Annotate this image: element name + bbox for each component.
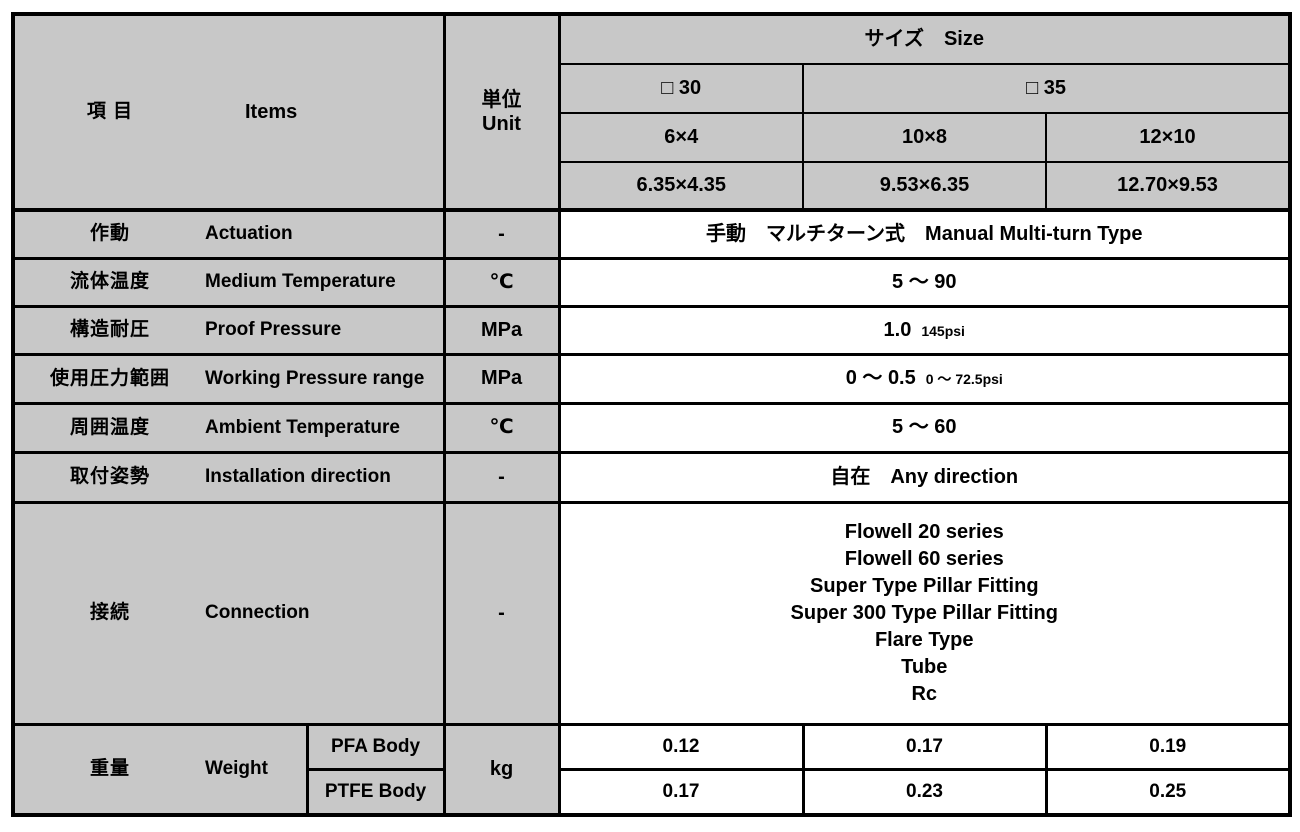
actuation-value: 手動 マルチターン式 Manual Multi-turn Type xyxy=(706,222,1143,245)
row-medium-temp-unit-cell: ℃ xyxy=(442,256,561,308)
weight-pfa-value-cell: 0.17 xyxy=(801,722,1048,771)
connection-line: Flowell 60 series xyxy=(844,547,1004,570)
size-group-35-cell: □ 35 xyxy=(801,63,1292,114)
connection-line: Rc xyxy=(911,682,938,705)
size-group-30-cell: □ 30 xyxy=(558,63,804,114)
row-proof-pressure-label-en: Proof Pressure xyxy=(205,319,342,341)
row-ambient-temp-value-cell: 5 ～ 60 xyxy=(557,401,1292,454)
size-mm-cell: 12×10 xyxy=(1044,112,1292,163)
items-header-label-en: Items xyxy=(245,100,298,123)
row-proof-pressure-label-jp: 構造耐圧 xyxy=(69,319,150,341)
row-connection-label-jp: 接続 xyxy=(89,602,130,624)
row-weight-label-en: Weight xyxy=(205,758,268,780)
unit-header-label-jp: 単位 xyxy=(481,89,522,111)
installation-value: 自在 Any direction xyxy=(830,465,1019,488)
row-connection-unit-cell: - xyxy=(442,500,561,726)
row-installation-label-jp: 取付姿勢 xyxy=(69,466,150,488)
size-inch-cell: 12.70×9.53 xyxy=(1044,161,1292,211)
working-pressure-value-psi: 0 ～ 72.5psi xyxy=(925,371,1003,387)
row-actuation-label-jp: 作動 xyxy=(89,223,130,245)
row-connection-label-en: Connection xyxy=(205,602,310,624)
spec-table: 項 目 Items 単位 Unit サイズ Size □ 30 □ 35 6×4… xyxy=(11,12,1293,817)
unit-header-label-en: Unit xyxy=(482,113,521,135)
ambient-temp-value: 5 ～ 60 xyxy=(892,416,957,438)
row-installation-unit-cell: - xyxy=(442,450,561,504)
size-mm-cell: 6×4 xyxy=(558,112,804,163)
row-proof-pressure-unit-cell: MPa xyxy=(442,304,561,356)
items-header: 項 目 Items xyxy=(16,100,441,124)
row-connection-value-cell: Flowell 20 series Flowell 60 series Supe… xyxy=(557,500,1292,726)
row-proof-pressure-value-cell: 1.0 145psi xyxy=(557,304,1292,356)
row-working-pressure-label-en: Working Pressure range xyxy=(205,367,425,389)
row-installation-item-cell: 取付姿勢 Installation direction xyxy=(11,450,446,504)
row-working-pressure-unit-cell: MPa xyxy=(442,352,561,405)
connection-line: Flowell 20 series xyxy=(844,520,1004,543)
items-header-cell: 項 目 Items xyxy=(11,12,446,212)
weight-ptfe-body-cell: PTFE Body xyxy=(305,767,446,817)
row-ambient-temp-item-cell: 周囲温度 Ambient Temperature xyxy=(11,401,446,454)
unit-header-cell: 単位 Unit xyxy=(442,12,561,212)
size-inch-cell: 9.53×6.35 xyxy=(802,161,1047,211)
row-weight-item-cell: 重量 Weight xyxy=(11,722,309,817)
row-actuation-item-cell: 作動 Actuation xyxy=(11,208,446,260)
row-actuation-label-en: Actuation xyxy=(205,223,293,245)
connection-line: Super Type Pillar Fitting xyxy=(809,574,1039,597)
row-medium-temp-item-cell: 流体温度 Medium Temperature xyxy=(11,256,446,308)
row-actuation-unit-cell: - xyxy=(442,208,561,260)
weight-ptfe-value-cell: 0.25 xyxy=(1044,767,1292,817)
row-ambient-temp-unit-cell: ℃ xyxy=(442,401,561,454)
size-mm-cell: 10×8 xyxy=(802,112,1047,163)
row-ambient-temp-label-jp: 周囲温度 xyxy=(69,416,150,438)
size-title-cell: サイズ Size xyxy=(557,13,1292,65)
row-ambient-temp-label-en: Ambient Temperature xyxy=(205,416,400,438)
connection-line: Flare Type xyxy=(874,628,974,651)
row-medium-temp-value-cell: 5 ～ 90 xyxy=(557,256,1292,308)
row-working-pressure-value-cell: 0 ～ 0.5 0 ～ 72.5psi xyxy=(557,352,1292,405)
working-pressure-value: 0 ～ 0.5 xyxy=(845,367,916,389)
connection-line: Tube xyxy=(901,655,948,678)
row-working-pressure-item-cell: 使用圧力範囲 Working Pressure range xyxy=(11,352,446,405)
proof-pressure-value: 1.0 xyxy=(883,318,912,341)
weight-pfa-value-cell: 0.19 xyxy=(1044,722,1292,771)
row-working-pressure-label-jp: 使用圧力範囲 xyxy=(49,367,170,389)
row-actuation-value-cell: 手動 マルチターン式 Manual Multi-turn Type xyxy=(557,208,1292,260)
proof-pressure-value-psi: 145psi xyxy=(921,322,965,339)
row-installation-value-cell: 自在 Any direction xyxy=(557,450,1292,504)
medium-temp-value: 5 ～ 90 xyxy=(892,270,957,293)
row-installation-label-en: Installation direction xyxy=(205,466,391,488)
row-weight-unit-cell: kg xyxy=(442,722,561,817)
row-medium-temp-label-jp: 流体温度 xyxy=(69,271,150,293)
row-connection-item-cell: 接続 Connection xyxy=(11,500,446,726)
weight-ptfe-value-cell: 0.17 xyxy=(557,767,805,817)
row-medium-temp-label-en: Medium Temperature xyxy=(205,271,396,293)
weight-pfa-value-cell: 0.12 xyxy=(557,722,805,771)
weight-pfa-body-cell: PFA Body xyxy=(305,722,446,771)
weight-ptfe-value-cell: 0.23 xyxy=(801,767,1048,817)
row-weight-label-jp: 重量 xyxy=(89,758,130,780)
items-header-label-jp: 項 目 xyxy=(86,101,134,123)
row-proof-pressure-item-cell: 構造耐圧 Proof Pressure xyxy=(11,304,446,356)
size-inch-cell: 6.35×4.35 xyxy=(558,161,804,211)
connection-line: Super 300 Type Pillar Fitting xyxy=(790,601,1058,624)
